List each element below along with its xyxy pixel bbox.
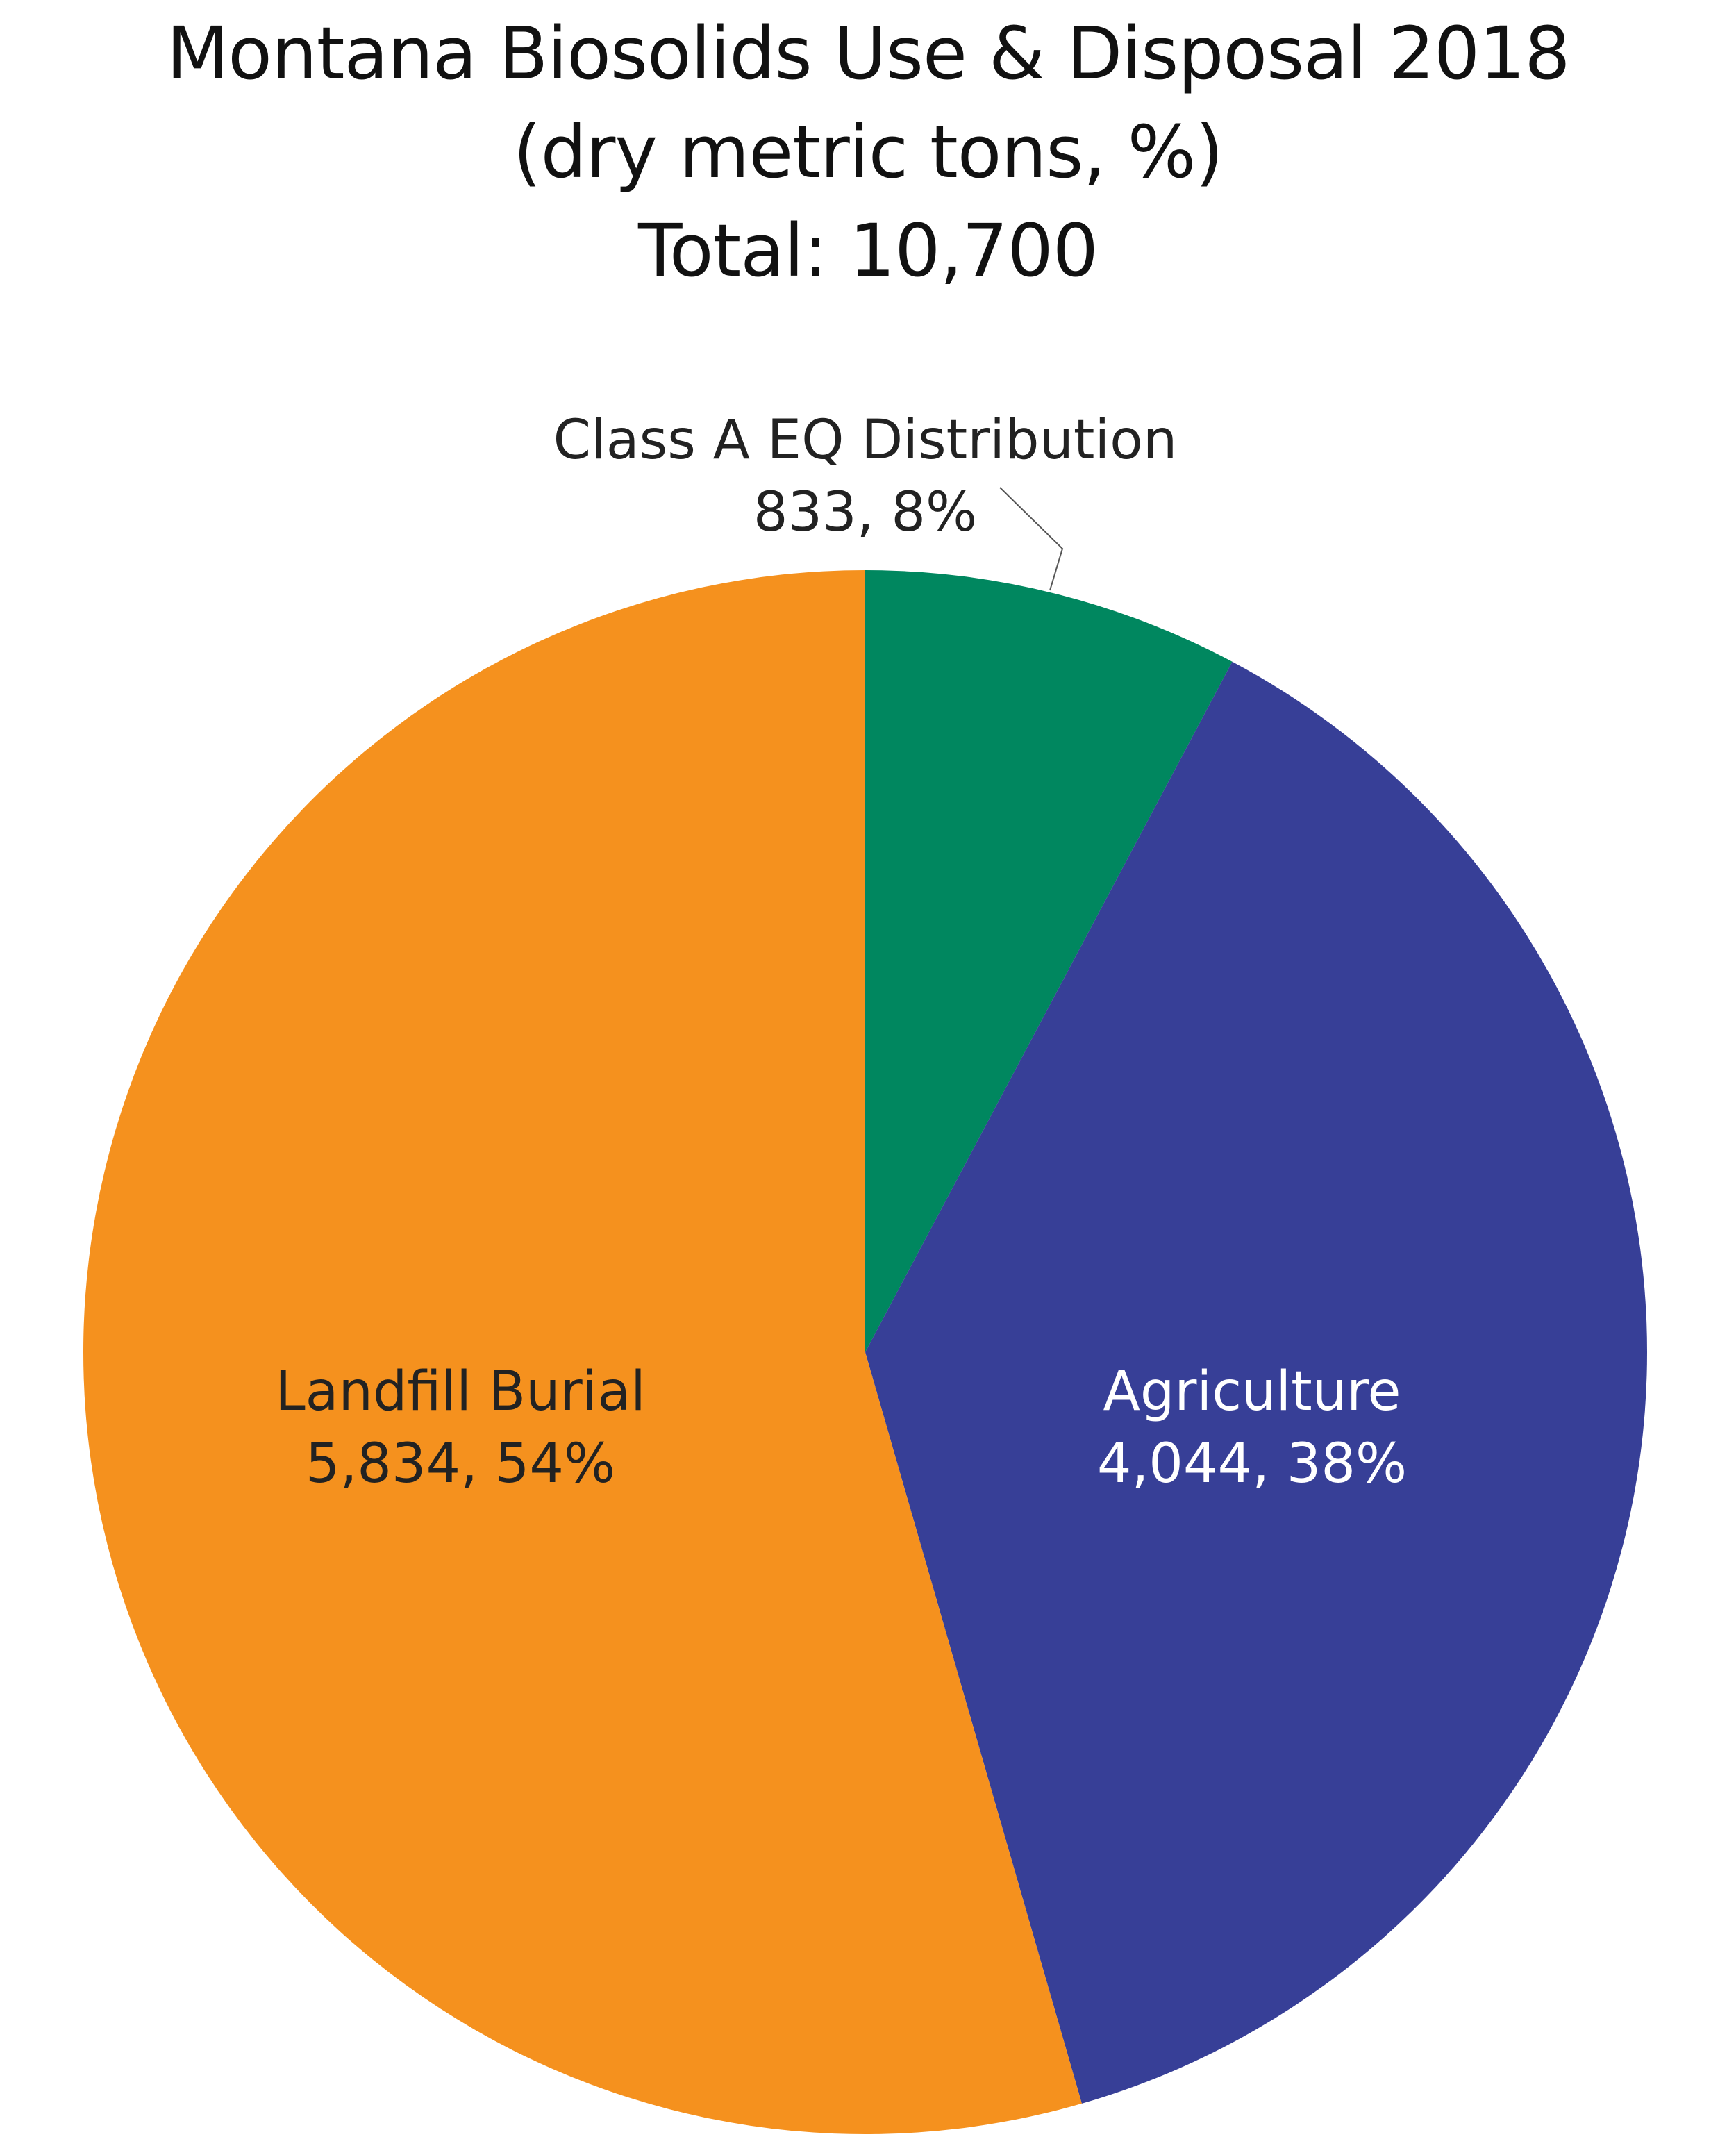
slice-label-landfill-burial: Landfill Burial (275, 1361, 646, 1423)
pie-slice-landfill-burial (83, 570, 1082, 2134)
leader-line (999, 487, 1064, 591)
slice-label-agriculture: Agriculture (1103, 1361, 1401, 1423)
pie-slice-agriculture (865, 661, 1648, 2104)
chart-subtitle: (dry metric tons, %) (513, 110, 1224, 194)
chart-title-block: Montana Biosolids Use & Disposal 2018 (d… (0, 0, 1736, 300)
slice-label-class-a-eq-distribution: Class A EQ Distribution (553, 409, 1178, 472)
pie-slice-class-a-eq-distribution (865, 570, 1233, 1352)
slice-value-label-landfill-burial: 5,834, 54% (306, 1433, 615, 1495)
slice-value-label-class-a-eq-distribution: 833, 8% (753, 481, 977, 544)
chart-total: Total: 10,700 (638, 208, 1099, 293)
chart-title: Montana Biosolids Use & Disposal 2018 (166, 11, 1570, 96)
slice-value-label-agriculture: 4,044, 38% (1097, 1433, 1407, 1495)
